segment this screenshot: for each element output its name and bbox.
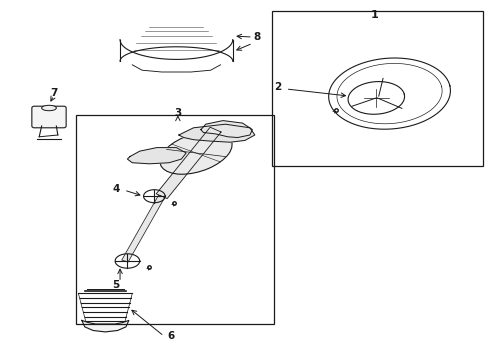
Text: 3: 3: [174, 108, 181, 118]
Text: 7: 7: [50, 88, 58, 98]
FancyBboxPatch shape: [32, 106, 66, 128]
Polygon shape: [179, 124, 255, 142]
Text: 2: 2: [274, 82, 281, 93]
Polygon shape: [82, 320, 129, 332]
Bar: [272, 11, 483, 166]
Bar: [76, 115, 274, 324]
Polygon shape: [156, 127, 221, 199]
Text: 5: 5: [113, 280, 120, 291]
Polygon shape: [127, 148, 186, 164]
Polygon shape: [122, 195, 165, 262]
Ellipse shape: [160, 132, 232, 174]
Polygon shape: [201, 121, 252, 138]
Text: 1: 1: [371, 10, 379, 20]
Ellipse shape: [42, 105, 56, 111]
Text: 4: 4: [112, 184, 120, 194]
Text: 8: 8: [253, 32, 260, 42]
Text: 6: 6: [167, 331, 174, 341]
